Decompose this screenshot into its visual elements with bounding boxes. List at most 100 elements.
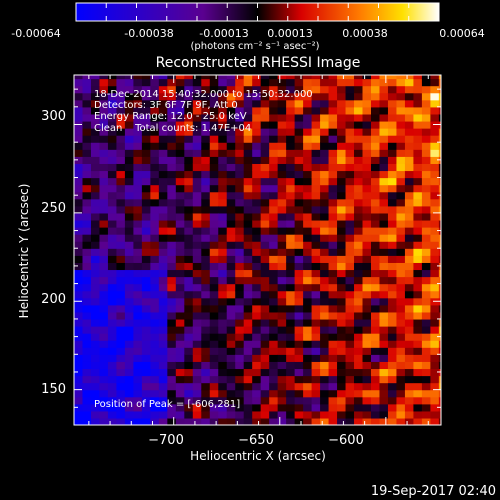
heatmap-cell: [133, 347, 143, 355]
heatmap-cell: [252, 78, 262, 87]
heatmap-cell: [116, 142, 126, 150]
heatmap-cell: [175, 135, 185, 143]
heatmap-cell: [303, 340, 313, 348]
heatmap-cell: [387, 417, 398, 425]
heatmap-cell: [235, 403, 245, 412]
heatmap-cell: [82, 234, 92, 242]
heatmap-cell: [396, 219, 406, 228]
heatmap-cell: [387, 212, 398, 221]
heatmap-cell: [430, 410, 440, 419]
heatmap-cell: [209, 290, 219, 299]
heatmap-cell: [133, 163, 143, 172]
heatmap-cell: [370, 227, 381, 235]
heatmap-cell: [277, 311, 287, 320]
heatmap-cell: [354, 368, 364, 377]
annotation-energy-range: Energy Range: 12.0 - 25.0 keV: [94, 111, 247, 122]
heatmap-cell: [362, 92, 372, 101]
heatmap-cell: [201, 255, 211, 263]
heatmap-cell: [345, 368, 355, 377]
heatmap-cell: [430, 361, 440, 370]
heatmap-cell: [99, 184, 109, 193]
heatmap-cell: [269, 318, 279, 327]
heatmap-cell: [354, 361, 364, 370]
heatmap-cell: [277, 191, 287, 200]
heatmap-cell: [337, 142, 347, 150]
heatmap-cell: [379, 78, 389, 87]
heatmap-cell: [74, 248, 84, 256]
heatmap-cell: [209, 99, 219, 108]
heatmap-cell: [269, 248, 279, 256]
heatmap-cell: [82, 128, 92, 136]
heatmap-cell: [362, 156, 372, 164]
heatmap-cell: [337, 382, 347, 391]
heatmap-cell: [90, 106, 101, 115]
heatmap-cell: [218, 340, 228, 348]
heatmap-cell: [277, 128, 287, 136]
heatmap-cell: [260, 361, 270, 370]
heatmap-cell: [404, 113, 415, 122]
heatmap-cell: [90, 318, 101, 327]
heatmap-cell: [201, 297, 211, 306]
heatmap-cell: [370, 389, 381, 398]
heatmap-cell: [235, 227, 245, 235]
heatmap-cell: [404, 297, 415, 306]
heatmap-cell: [404, 227, 415, 235]
heatmap-cell: [328, 417, 338, 425]
heatmap-cell: [294, 410, 304, 419]
heatmap-cell: [107, 149, 118, 157]
heatmap-cell: [167, 120, 177, 129]
heatmap-cell: [99, 333, 109, 341]
heatmap-cell: [90, 333, 101, 341]
heatmap-cell: [235, 184, 245, 193]
heatmap-cell: [167, 85, 177, 94]
heatmap-cell: [421, 106, 431, 115]
heatmap-cell: [421, 283, 431, 292]
heatmap-cell: [133, 142, 143, 150]
heatmap-cell: [379, 170, 389, 179]
heatmap-cell: [74, 219, 84, 228]
heatmap-cell: [294, 269, 304, 278]
heatmap-cell: [413, 142, 423, 150]
heatmap-cell: [150, 269, 160, 278]
heatmap-cell: [396, 304, 406, 313]
heatmap-cell: [107, 78, 118, 87]
heatmap-cell: [413, 340, 423, 348]
heatmap-cell: [167, 149, 177, 157]
heatmap-cell: [252, 135, 262, 143]
heatmap-cell: [328, 156, 338, 164]
heatmap-cell: [303, 113, 313, 122]
heatmap-cell: [294, 368, 304, 377]
heatmap-cell: [260, 227, 270, 235]
heatmap-cell: [311, 368, 321, 377]
heatmap-cell: [260, 410, 270, 419]
colorbar-tick-label: -0.00038: [124, 27, 173, 40]
heatmap-cell: [320, 375, 330, 384]
heatmap-cell: [243, 417, 253, 425]
heatmap-cell: [252, 311, 262, 320]
heatmap-cell: [269, 113, 279, 122]
heatmap-cell: [124, 290, 134, 299]
heatmap-cell: [124, 396, 134, 405]
heatmap-cell: [328, 382, 338, 391]
heatmap-cell: [370, 276, 381, 285]
heatmap-cell: [107, 120, 118, 129]
colorbar-unit-label: (photons cm⁻² s⁻¹ asec⁻²): [190, 41, 319, 52]
heatmap-cell: [294, 255, 304, 263]
heatmap-cell: [320, 219, 330, 228]
heatmap-cell: [90, 410, 101, 419]
heatmap-cell: [413, 106, 423, 115]
heatmap-cell: [396, 75, 406, 80]
heatmap-cell: [167, 184, 177, 193]
heatmap-cell: [269, 326, 279, 334]
heatmap-cell: [235, 85, 245, 94]
heatmap-cell: [370, 135, 381, 143]
heatmap-cell: [235, 92, 245, 101]
heatmap-cell: [243, 276, 253, 285]
heatmap-cell: [320, 361, 330, 370]
heatmap-cell: [167, 326, 177, 334]
heatmap-cell: [99, 375, 109, 384]
heatmap-cell: [354, 347, 364, 355]
heatmap-cell: [387, 113, 398, 122]
heatmap-cell: [345, 177, 355, 186]
heatmap-cell: [99, 128, 109, 136]
